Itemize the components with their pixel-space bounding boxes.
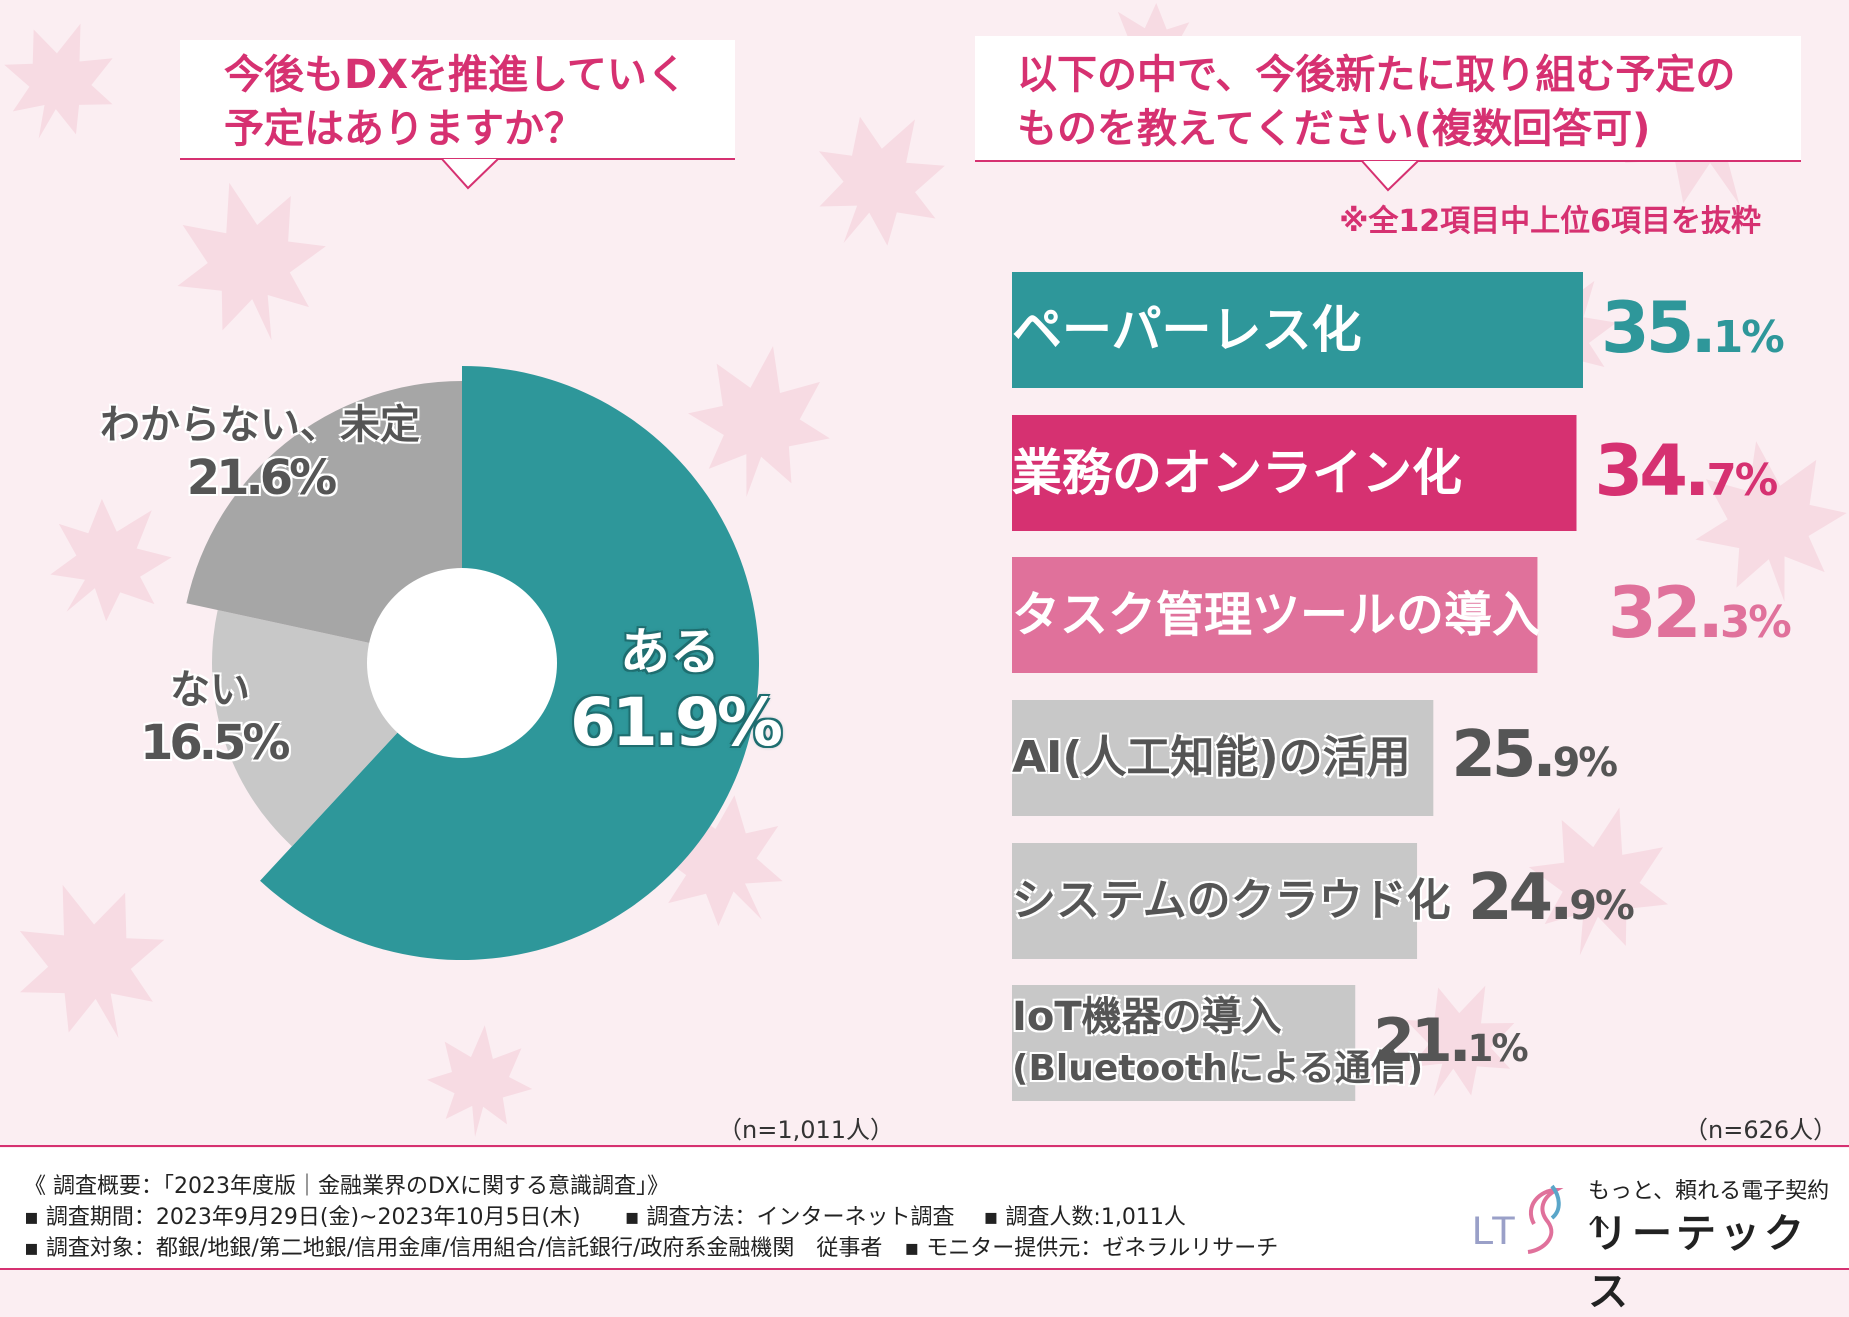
pie-slice-wakaranai [186,381,462,663]
survey-period-method: ▪ 調査期間：2023年9月29日(金)~2023年10月5日(木) ▪ 調査方… [24,1205,1186,1230]
dx-plan-pie-chart [186,366,759,960]
right-question-tail [1361,160,1419,192]
pie-category-aru: ある [620,623,720,681]
footer-top-rule [0,1145,1849,1147]
bar-label-2-line-1: 業務のオンライン化 [1012,444,1462,502]
bar-6 [1012,985,1356,1101]
left-question-box: 今後もDXを推進していく 予定はありますか？ [180,40,735,160]
right-question-line1: 以下の中で、今後新たに取り組む予定の [1017,52,1736,98]
brand-name: リーテックス [1588,1211,1808,1315]
bar-label-4: AI(人工知能)の活用 [1012,731,1411,785]
footer-bottom-rule [0,1268,1849,1270]
bar-label-1: ペーパーレス化 [1012,300,1362,360]
bar-value-int-5: 24. [1468,861,1573,936]
pie-label-aru: ある 61.9% [570,612,783,761]
pie-category-nai: ない [170,667,250,713]
bar-label-6-line-2: (Bluetoothによる通信) [1012,1048,1424,1089]
bar-label-3: タスク管理ツールの導入 [1012,586,1540,644]
bar-label-5-line-1: システムのクラウド化 [1012,875,1451,926]
survey-overview: 《 調査概要：「2023年度版｜金融業界のDXに関する意識調査」》 [24,1174,669,1199]
pie-value-wakaranai: 21.6% [186,450,338,506]
bar-3 [1012,557,1538,673]
bar-value-dec-5: 9% [1569,883,1634,930]
pie-label-nai: ない 16.5% [140,657,291,771]
bar-value-dec-4: 9% [1552,740,1618,787]
bar-label-6-line-1: IoT機器の導入 [1012,994,1282,1040]
bar-5 [1012,843,1418,959]
bar-value-dec-1: 1% [1713,312,1785,363]
initiatives-bar-chart [1012,272,1583,1101]
survey-target-provider: ▪ 調査対象：都銀/地銀/第二地銀/信用金庫/信用組合/信託銀行/政府系金融機関… [24,1236,1279,1261]
bar-value-int-6: 21. [1373,1005,1471,1076]
bar-value-4: 25.9% [1451,718,1618,793]
pie-label-wakaranai: わからない、未定 21.6% [70,392,450,506]
bar-4 [1012,700,1434,816]
bar-label-2: 業務のオンライン化 [1012,443,1462,503]
bar-label-4-line-1: AI(人工知能)の活用 [1012,732,1411,783]
pie-value-nai: 16.5% [140,715,291,771]
bar-value-5: 24.9% [1468,861,1635,936]
bar-value-2: 34.7% [1594,429,1779,512]
left-question-line2: 予定はありますか？ [224,106,584,152]
brand-tagline: もっと、頼れる電子契約へ [1588,1179,1830,1236]
leetex-logo-icon: LT [1472,1184,1564,1254]
right-question-line2: ものを教えてください(複数回答可) [1017,106,1651,152]
pie-category-wakaranai: わからない、未定 [100,402,420,448]
bar-label-6: IoT機器の導入 (Bluetoothによる通信) [1012,991,1423,1095]
bar-label-3-line-1: タスク管理ツールの導入 [1012,587,1541,643]
bar-value-int-1: 35. [1601,286,1717,369]
bar-value-3: 32.3% [1608,571,1792,654]
left-question-tail [441,158,499,190]
bar-1 [1012,272,1583,388]
bar-2 [1012,415,1577,531]
pie-center-hole [367,568,557,758]
bar-value-int-2: 34. [1594,429,1710,512]
bar-value-dec-2: 7% [1706,455,1779,506]
right-sample-size: （n=626人） [1684,1116,1838,1144]
logo-text: LT [1472,1209,1516,1253]
bar-value-int-4: 25. [1451,718,1556,793]
bar-value-dec-6: 1% [1467,1025,1529,1070]
top6-note: ※全12項目中上位6項目を抜粋 [1339,204,1761,239]
bar-value-dec-3: 3% [1720,597,1792,648]
bar-label-5: システムのクラウド化 [1012,874,1451,928]
left-sample-size: （n=1,011人） [718,1116,895,1144]
bar-value-6: 21.1% [1373,1005,1529,1076]
pie-value-aru: 61.9% [570,684,783,761]
bar-value-int-3: 32. [1608,571,1724,654]
bar-label-1-line-1: ペーパーレス化 [1012,301,1362,359]
left-question-line1: 今後もDXを推進していく [224,52,687,98]
bar-value-1: 35.1% [1601,286,1785,369]
right-question-box: 以下の中で、今後新たに取り組む予定の ものを教えてください(複数回答可) [975,36,1801,162]
